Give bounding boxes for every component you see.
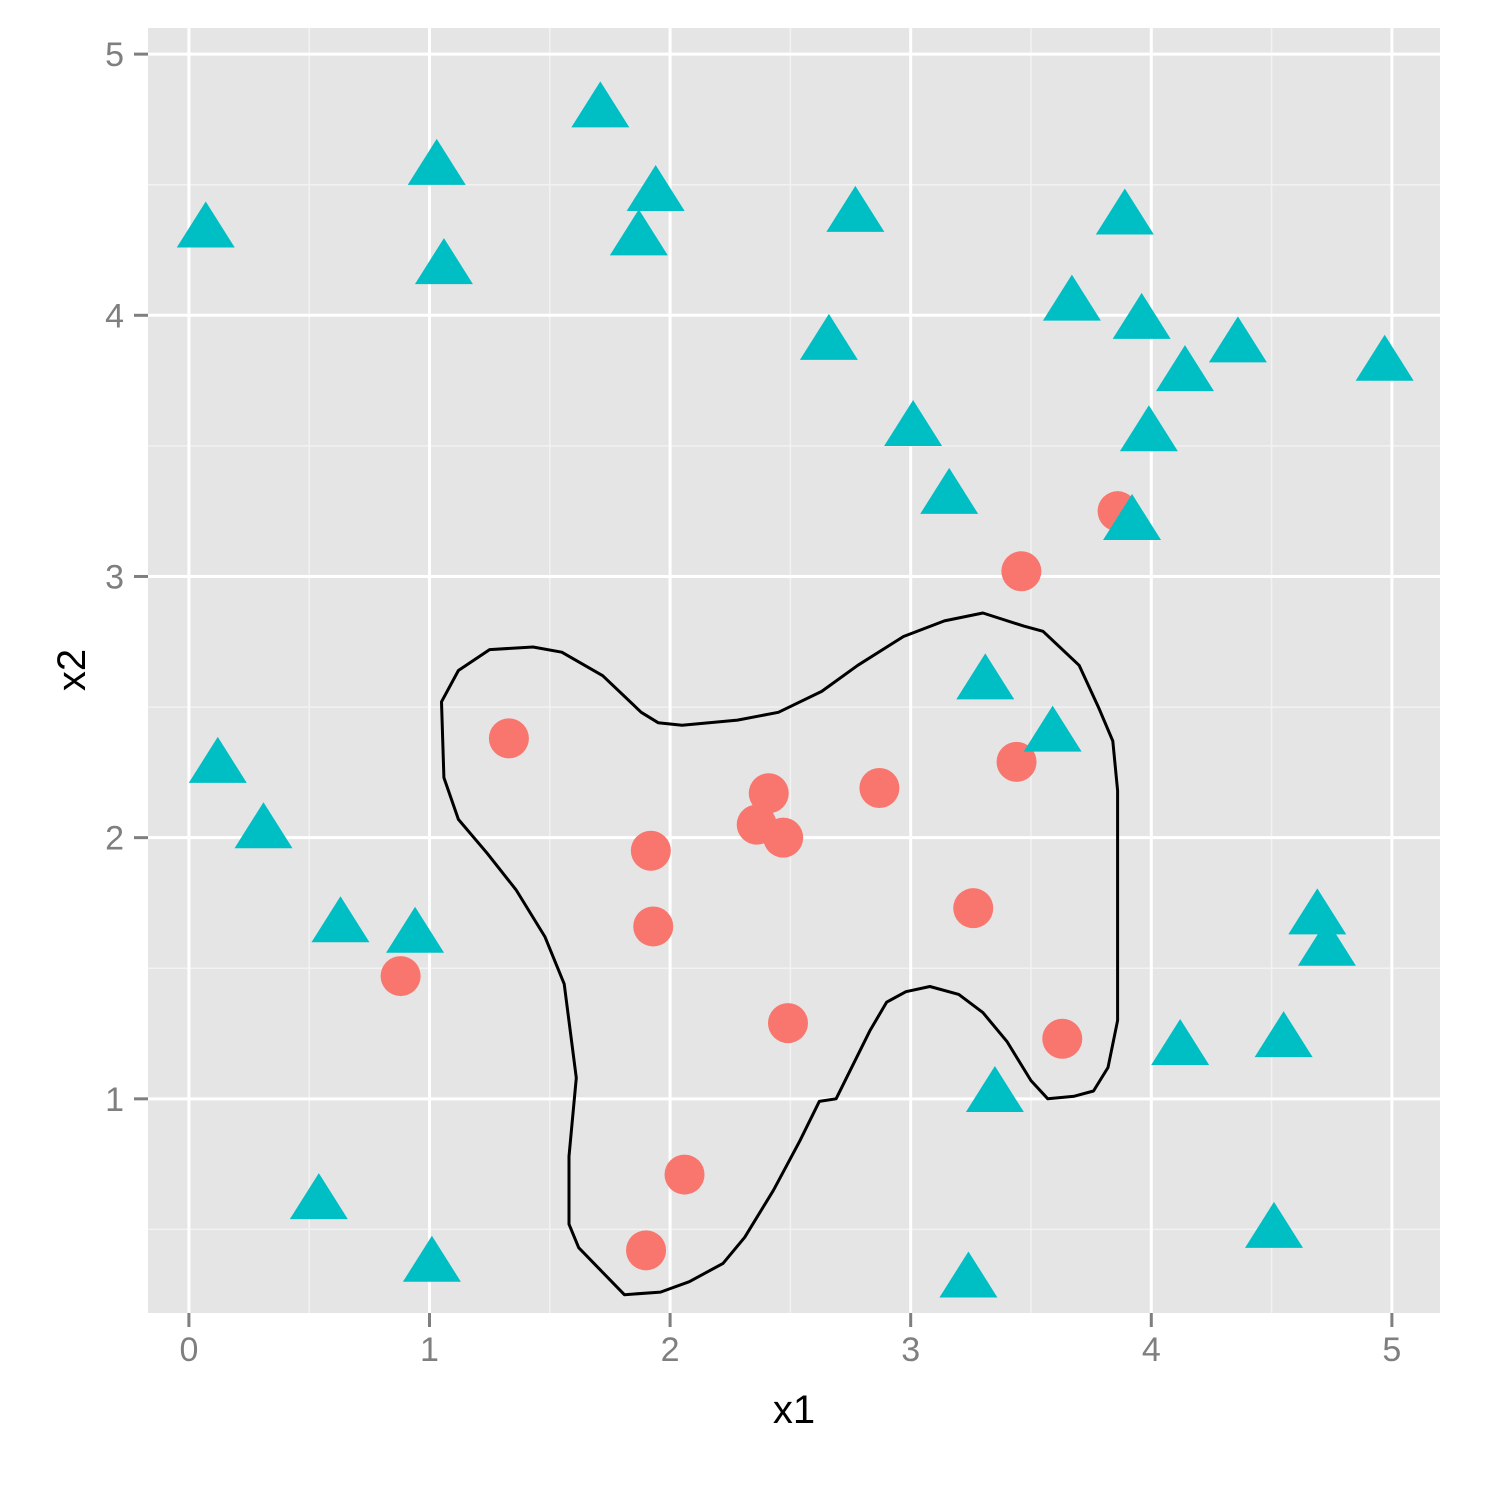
triangle-point — [1151, 1018, 1210, 1065]
y-axis-title: x2 — [50, 649, 94, 691]
circle-point — [1001, 551, 1042, 592]
triangle-point — [1042, 274, 1101, 321]
triangle-point — [1254, 1011, 1313, 1058]
triangle-point — [571, 81, 630, 128]
x-tick-label: 1 — [420, 1331, 439, 1369]
triangle-point — [386, 906, 445, 953]
triangle-point — [1023, 705, 1082, 752]
triangle-point — [1355, 334, 1414, 381]
circle-point — [630, 830, 671, 871]
triangle-point — [414, 238, 473, 285]
triangle-point — [626, 164, 685, 211]
triangle-point — [609, 209, 668, 256]
triangle-point — [1119, 405, 1178, 452]
x-tick-label: 2 — [661, 1331, 680, 1369]
triangle-point — [1244, 1201, 1303, 1248]
x-tick-label: 5 — [1382, 1331, 1401, 1369]
triangle-point — [826, 185, 885, 232]
triangle-point — [176, 201, 235, 248]
decision-boundary-contour — [440, 611, 1120, 1297]
circle-point — [859, 768, 900, 809]
x-tick-label: 4 — [1142, 1331, 1161, 1369]
triangle-point — [1155, 345, 1214, 392]
triangle-point — [956, 653, 1015, 700]
triangle-point — [1208, 316, 1267, 363]
y-tick-label: 5 — [105, 36, 124, 74]
x-axis-title: x1 — [773, 1388, 815, 1432]
circle-point — [763, 817, 804, 858]
triangle-point — [1103, 494, 1162, 541]
triangle-point — [407, 138, 466, 185]
triangle-point — [1112, 292, 1171, 339]
triangle-point — [234, 802, 293, 849]
triangle-point — [1288, 888, 1347, 935]
triangle-point — [1095, 188, 1154, 235]
x-tick-label: 3 — [901, 1331, 920, 1369]
triangle-point — [311, 896, 370, 943]
y-tick-label: 1 — [105, 1081, 124, 1119]
triangle-point — [402, 1235, 461, 1282]
axes: 0 1 2 3 4 5 1 2 3 4 5 — [105, 36, 1401, 1369]
triangle-point — [939, 1251, 998, 1298]
triangle-point — [1297, 919, 1356, 966]
circle-point — [488, 718, 529, 759]
triangle-point — [289, 1173, 348, 1220]
triangle-point — [799, 313, 858, 360]
circle-point — [626, 1230, 667, 1271]
decision-boundary-layer — [440, 611, 1120, 1297]
y-tick-label: 3 — [105, 558, 124, 596]
x-tick-label: 0 — [179, 1331, 198, 1369]
triangle-point — [884, 400, 943, 447]
triangle-point — [965, 1066, 1024, 1113]
circle-point — [953, 888, 994, 929]
circle-point — [664, 1154, 705, 1195]
plot-panel — [148, 28, 1440, 1313]
triangle-point — [188, 736, 247, 783]
grid-minor — [148, 28, 1440, 1313]
circle-point — [1042, 1018, 1083, 1059]
circle-point — [633, 906, 674, 947]
triangle-point — [920, 467, 979, 514]
y-tick-label: 4 — [105, 297, 124, 335]
circle-point — [996, 741, 1037, 782]
circle-point — [748, 773, 789, 814]
circle-point — [380, 956, 421, 997]
points-layer — [176, 81, 1414, 1298]
circle-point — [767, 1003, 808, 1044]
y-tick-label: 2 — [105, 820, 124, 858]
